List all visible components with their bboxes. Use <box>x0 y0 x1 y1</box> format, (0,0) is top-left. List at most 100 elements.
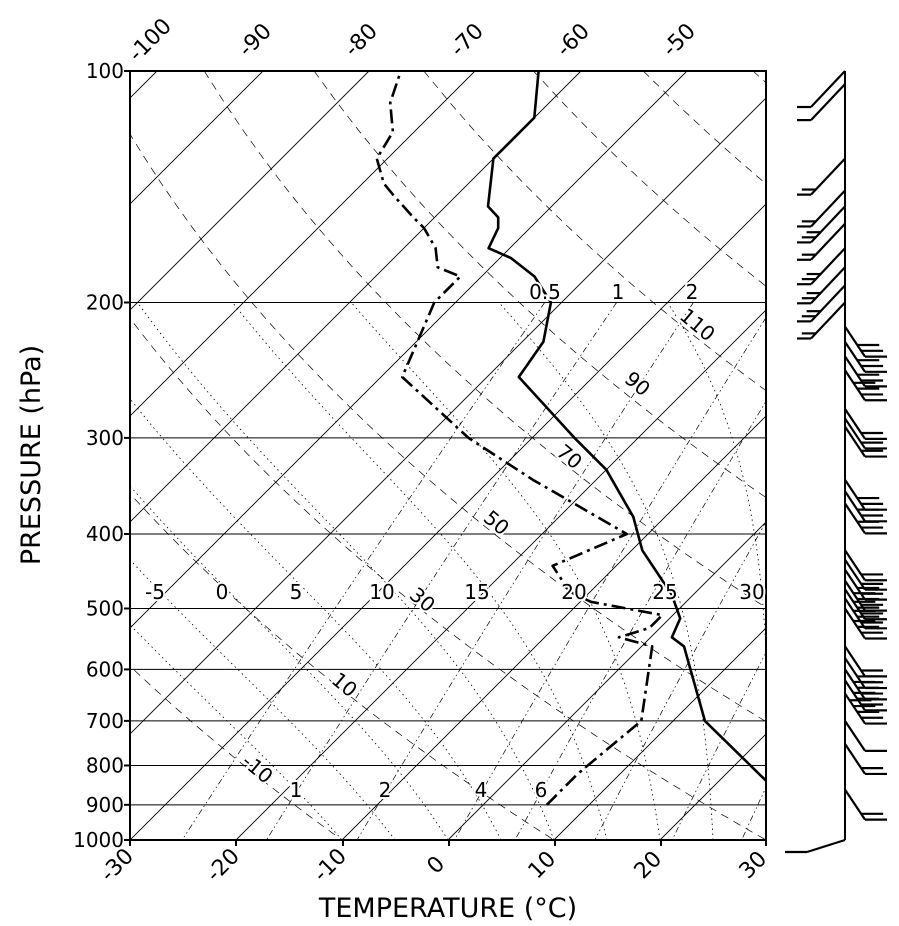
wind-barb-shaft <box>844 720 866 752</box>
pressure-tick-label: 300 <box>86 426 124 450</box>
wind-barb <box>844 355 887 388</box>
mixing-ratio-line <box>356 302 694 840</box>
pressure-tick-label: 400 <box>86 522 124 546</box>
mixing-ratio-line <box>594 521 766 840</box>
wind-barb <box>797 284 846 323</box>
isotherm-label-500hpa: -5 <box>145 580 165 604</box>
moist-adiabat <box>130 398 502 840</box>
wind-barb-shaft <box>810 284 846 323</box>
mixing-ratio-label: 2 <box>379 778 392 802</box>
mixing-ratio-lines <box>181 302 766 840</box>
wind-barb <box>844 597 887 630</box>
wind-barb-shaft <box>810 223 846 261</box>
isotherm-line <box>130 71 476 417</box>
isotherm-label-500hpa: 25 <box>652 580 677 604</box>
wind-barb <box>844 369 887 402</box>
wind-barb <box>797 301 846 340</box>
mixing-ratio-label: 6 <box>535 778 548 802</box>
isotherm-line <box>130 97 766 735</box>
dry-adiabat <box>130 317 766 840</box>
moist-adiabat <box>498 302 714 840</box>
wind-profile <box>785 70 887 854</box>
isotherm-line <box>447 521 766 840</box>
moist-adiabat <box>232 302 608 840</box>
wind-barb <box>797 189 846 228</box>
isobar-lines <box>130 71 766 840</box>
isotherm-label-500hpa: 20 <box>561 580 586 604</box>
mixing-ratio-line <box>266 302 617 840</box>
isotherm-label-500hpa: 10 <box>369 580 394 604</box>
wind-barb-shaft <box>810 205 846 244</box>
mixing-ratio-line <box>514 400 766 840</box>
wind-barb <box>844 425 887 458</box>
axis-ticks <box>124 70 767 846</box>
mixing-ratio-label: 1 <box>612 280 625 304</box>
x-axis-title: TEMPERATURE (°C) <box>318 893 577 924</box>
wind-barb-shaft <box>810 157 846 196</box>
wind-barb-shaft <box>810 301 846 340</box>
pressure-tick-label: 500 <box>86 597 124 621</box>
wind-barb <box>844 417 887 450</box>
dewpoint-profile <box>375 71 664 806</box>
wind-barb <box>844 559 887 591</box>
moist-adiabat <box>350 302 661 840</box>
wind-barb-shaft <box>810 189 846 228</box>
temperature-line <box>486 71 766 783</box>
mixing-ratio-label: 2 <box>686 280 699 304</box>
wind-barb-shaft <box>810 70 846 108</box>
wind-barb <box>844 692 887 725</box>
isotherm-label-500hpa: 30 <box>739 580 764 604</box>
mixing-ratio-label: 0.5 <box>529 280 561 304</box>
isotherm-label-500hpa: 0 <box>216 580 229 604</box>
wind-barb <box>844 502 887 535</box>
pressure-tick-label: 600 <box>86 657 124 681</box>
wind-barb <box>844 326 887 358</box>
wind-barb <box>797 266 846 305</box>
wind-barb <box>797 205 846 244</box>
mixing-ratio-line <box>741 786 766 840</box>
pressure-tick-label: 100 <box>86 59 124 83</box>
isotherm-line <box>130 71 370 311</box>
isotherm-label-500hpa: 15 <box>464 580 489 604</box>
pressure-tick-label: 900 <box>86 793 124 817</box>
isotherm-line <box>130 71 582 523</box>
dry-adiabat <box>130 133 766 722</box>
wind-barb <box>844 588 887 621</box>
wind-barb <box>844 408 887 440</box>
pressure-tick-label: 1000 <box>73 828 124 852</box>
wind-barb-shaft <box>810 247 846 285</box>
dry-adiabat <box>313 71 766 498</box>
wind-barb <box>797 223 846 261</box>
isotherm-line <box>235 309 766 840</box>
wind-barb <box>844 789 887 821</box>
wind-barb <box>844 743 887 776</box>
wind-barb <box>844 341 887 373</box>
isotherm-line <box>553 627 766 840</box>
pressure-tick-label: 800 <box>86 753 124 777</box>
isotherm-line <box>341 415 766 840</box>
isotherm-line <box>130 203 766 840</box>
pressure-tick-label: 200 <box>86 290 124 314</box>
isotherm-line <box>130 71 264 205</box>
wind-barb <box>797 247 846 286</box>
wind-barb <box>844 549 887 582</box>
isotherm-lines <box>130 71 766 840</box>
wind-barb <box>844 720 887 752</box>
dewpoint-line <box>375 71 664 806</box>
wind-barb-shaft <box>810 83 846 121</box>
mixing-ratio-line <box>671 651 766 840</box>
dry-adiabat-lines <box>130 71 766 840</box>
isotherm-line <box>130 71 688 629</box>
wind-barb <box>785 838 846 854</box>
y-axis-title: PRESSURE (hPa) <box>16 345 47 565</box>
mixing-ratio-line <box>454 316 766 840</box>
mixing-ratio-label: 1 <box>290 778 303 802</box>
wind-barb <box>797 70 846 109</box>
temperature-profile <box>486 71 766 783</box>
wind-barb <box>844 607 887 640</box>
wind-barb-shaft <box>806 838 846 854</box>
pressure-tick-label: 700 <box>86 709 124 733</box>
wind-barb <box>797 157 846 196</box>
